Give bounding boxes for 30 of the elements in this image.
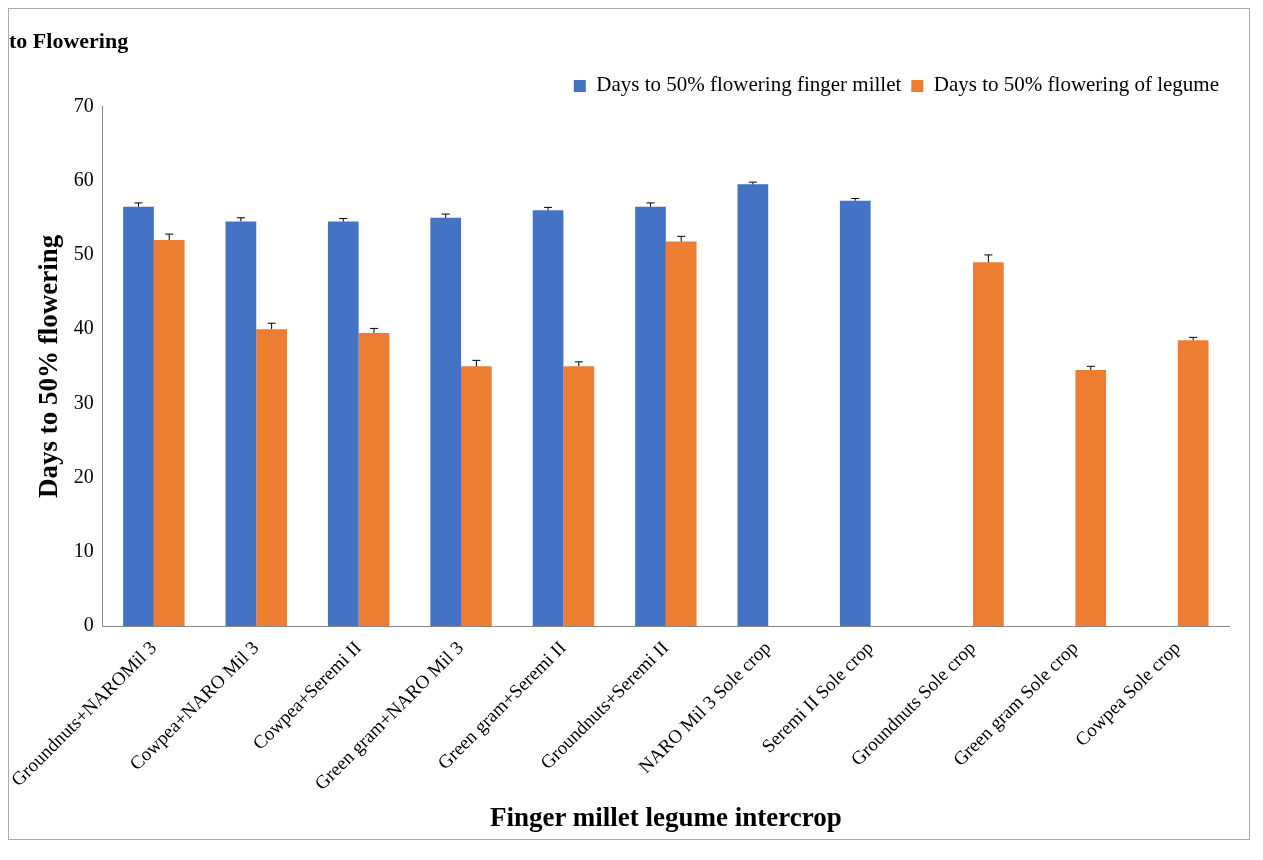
bar <box>973 262 1004 627</box>
bar <box>430 217 462 627</box>
y-tick-label: 40 <box>73 316 94 339</box>
x-axis-title: Finger millet legume intercrop <box>489 801 842 832</box>
bar <box>1075 370 1107 627</box>
y-tick-label: 10 <box>73 539 94 562</box>
y-tick-label: 0 <box>83 613 94 636</box>
bar <box>461 366 492 627</box>
bar <box>1177 340 1209 627</box>
bar <box>532 210 564 627</box>
legend-label: Days to 50% flowering of legume <box>933 72 1220 97</box>
bar <box>737 184 769 627</box>
y-tick-label: 50 <box>73 242 94 265</box>
chart-title: to Flowering <box>9 27 129 53</box>
y-tick-label: 30 <box>73 390 94 413</box>
y-axis-title: Days to 50% flowering <box>33 234 64 498</box>
bar <box>256 329 287 627</box>
bar <box>563 366 595 627</box>
bar <box>225 221 257 627</box>
legend-label: Days to 50% flowering finger millet <box>596 72 902 97</box>
y-tick-label: 20 <box>73 464 94 487</box>
bar <box>153 240 185 627</box>
bar <box>635 206 666 627</box>
bar <box>665 241 697 627</box>
bar <box>839 200 871 627</box>
bar <box>358 332 390 627</box>
bar <box>327 221 359 627</box>
y-tick-label: 70 <box>73 93 94 116</box>
y-tick-label: 60 <box>73 167 94 190</box>
bar <box>123 206 154 627</box>
